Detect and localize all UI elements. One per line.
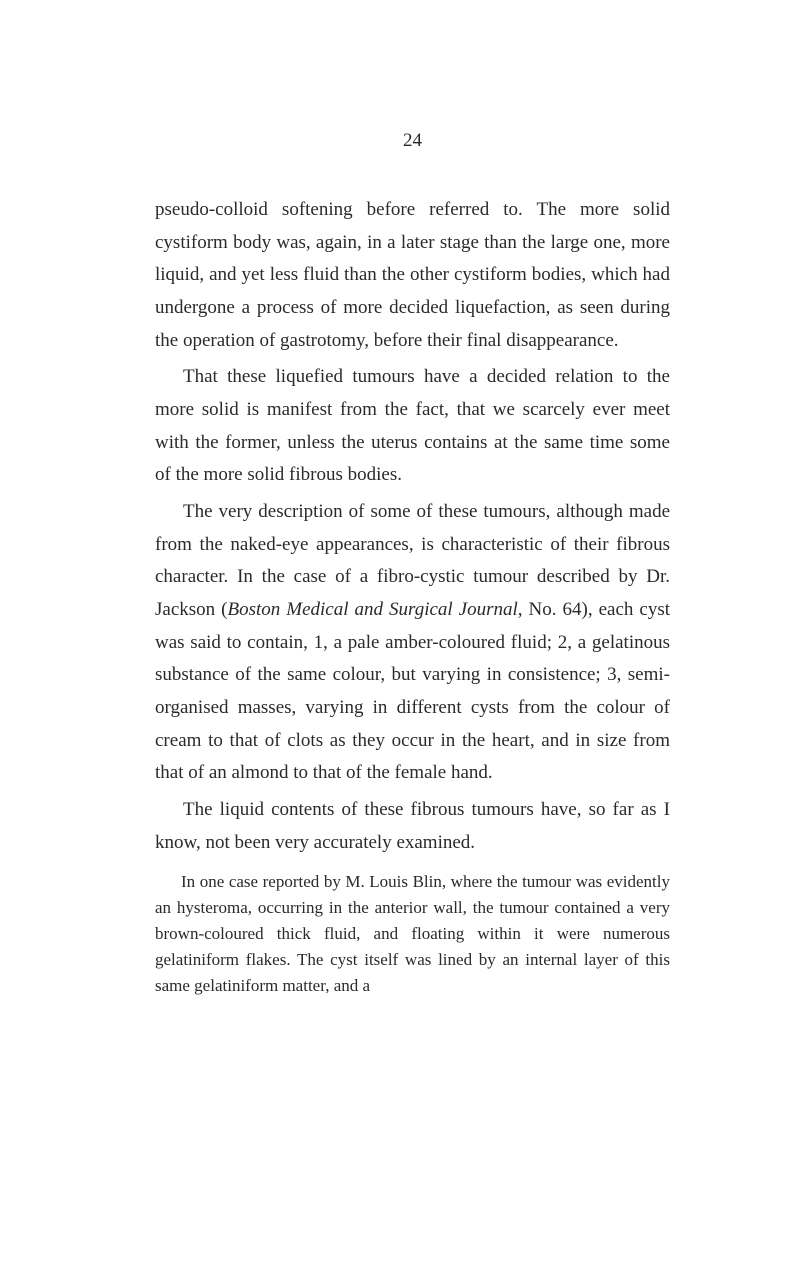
paragraph-4: The liquid contents of these fibrous tum… (155, 794, 670, 859)
paragraph-1: pseudo-colloid softening before referred… (155, 194, 670, 357)
paragraph-5: In one case reported by M. Louis Blin, w… (155, 869, 670, 998)
paragraph-3-part2: , No. 64), each cyst was said to contain… (155, 599, 670, 783)
page-number: 24 (155, 130, 670, 152)
document-page: 24 pseudo-colloid softening before refer… (0, 0, 800, 1079)
paragraph-2: That these liquefied tumours have a deci… (155, 361, 670, 492)
paragraph-3: The very description of some of these tu… (155, 496, 670, 790)
paragraph-3-italic: Boston Medical and Surgical Journal (227, 599, 517, 620)
